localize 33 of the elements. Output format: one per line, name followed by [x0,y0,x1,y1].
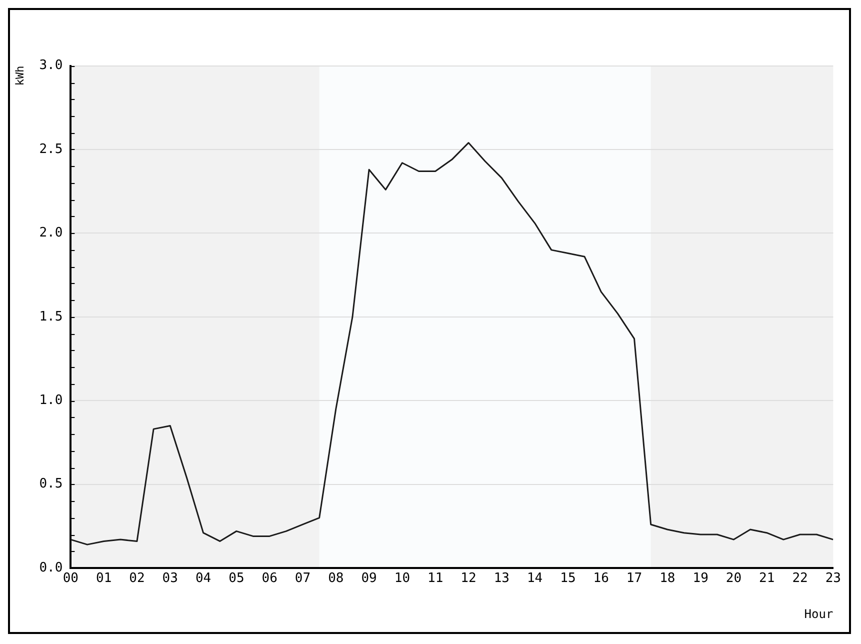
x-tick-label: 20 [726,571,742,586]
y-axis-title: kWh [13,66,26,86]
x-tick-label: 07 [294,571,311,586]
y-tick-label: 2.0 [39,226,63,241]
y-tick-label: 1.0 [39,392,63,408]
x-tick-label: 23 [825,571,841,586]
x-tick-label: 04 [195,571,212,586]
y-tick-label: 0.0 [39,560,63,576]
y-tick-label: 3.0 [39,58,63,74]
x-tick-label: 11 [428,571,444,586]
x-tick-label: 18 [660,571,676,586]
y-tick-label: 1.5 [39,309,63,324]
x-tick-label: 10 [394,571,410,586]
x-tick-label: 15 [560,571,576,586]
x-tick-label: 09 [361,571,377,586]
x-tick-label: 06 [262,571,278,586]
x-axis-title: Hour [804,606,834,621]
y-tick-label: 2.5 [39,142,63,157]
x-tick-label: 00 [62,571,79,586]
x-tick-label: 16 [593,571,609,586]
y-tick-label: 0.5 [39,476,63,492]
x-tick-label: 03 [162,571,178,586]
x-tick-label: 08 [328,571,344,586]
x-tick-label: 13 [494,571,510,586]
x-tick-label: 05 [228,571,244,586]
x-tick-label: 12 [460,571,476,586]
x-tick-label: 02 [129,571,145,586]
x-tick-label: 22 [792,571,808,586]
x-tick-label: 17 [626,571,642,586]
x-tick-label: 14 [526,571,543,586]
x-tick-label: 19 [692,571,708,586]
x-tick-label: 01 [96,571,112,586]
x-tick-label: 21 [759,571,775,586]
